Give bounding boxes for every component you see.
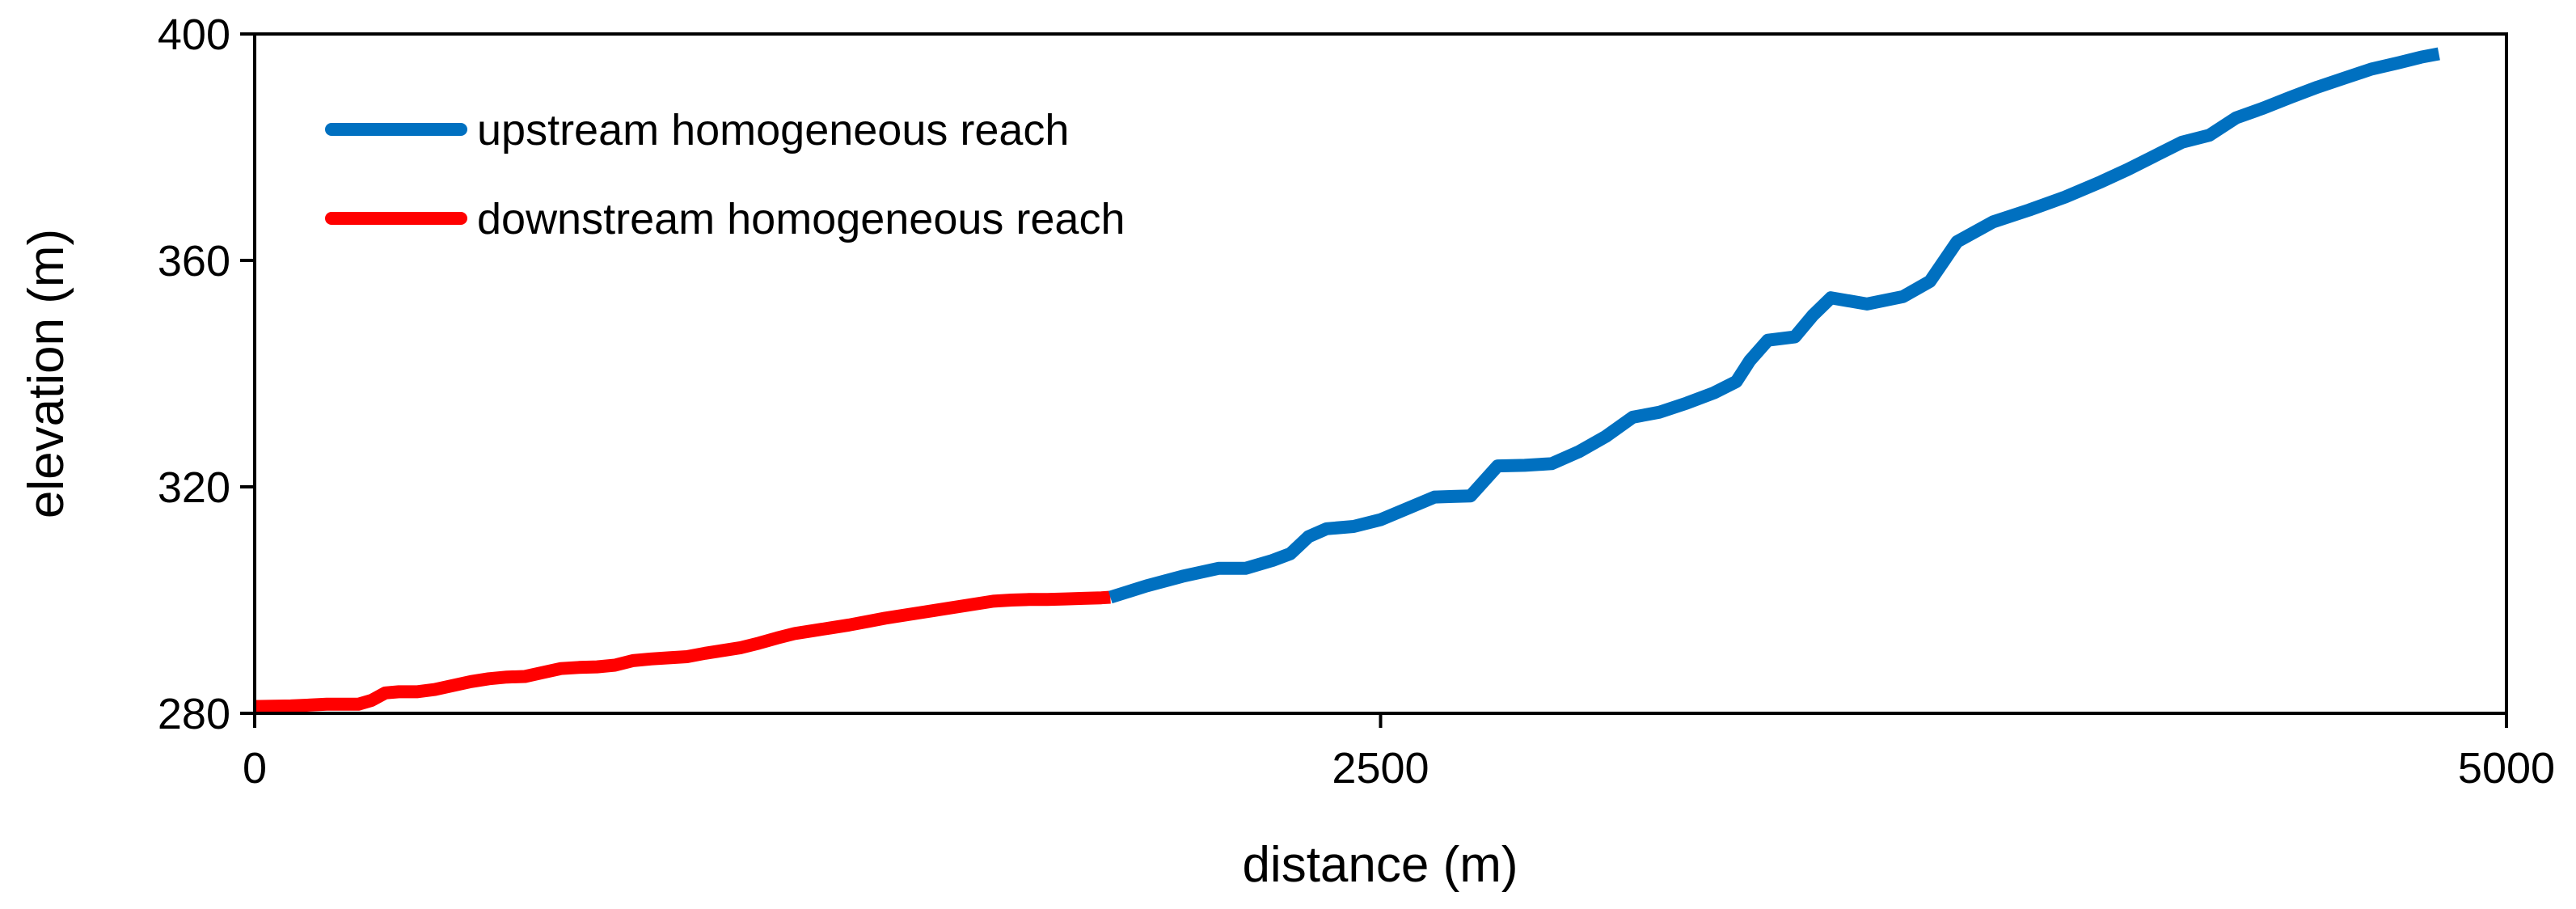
y-axis-ticks: 280 320 360 400: [158, 11, 255, 738]
series-lines: [254, 47, 2440, 713]
x-tick-label: 5000: [2458, 744, 2555, 793]
y-tick-label: 320: [158, 463, 230, 512]
legend: upstream homogeneous reach downstream hom…: [325, 106, 1125, 243]
x-axis-title: distance (m): [1242, 837, 1518, 893]
legend-label-0: upstream homogeneous reach: [477, 106, 1069, 154]
series-line-0: [1108, 47, 2440, 604]
y-tick-label: 280: [158, 690, 230, 738]
x-tick-label: 0: [243, 744, 267, 793]
x-axis-ticks: 0 2500 5000: [243, 713, 2555, 793]
series-line-1: [254, 590, 1111, 713]
x-tick-label: 2500: [1332, 744, 1429, 793]
y-tick-label: 360: [158, 237, 230, 285]
y-axis-title: elevation (m): [19, 229, 74, 518]
legend-label-1: downstream homogeneous reach: [477, 195, 1125, 243]
y-tick-label: 400: [158, 11, 230, 59]
